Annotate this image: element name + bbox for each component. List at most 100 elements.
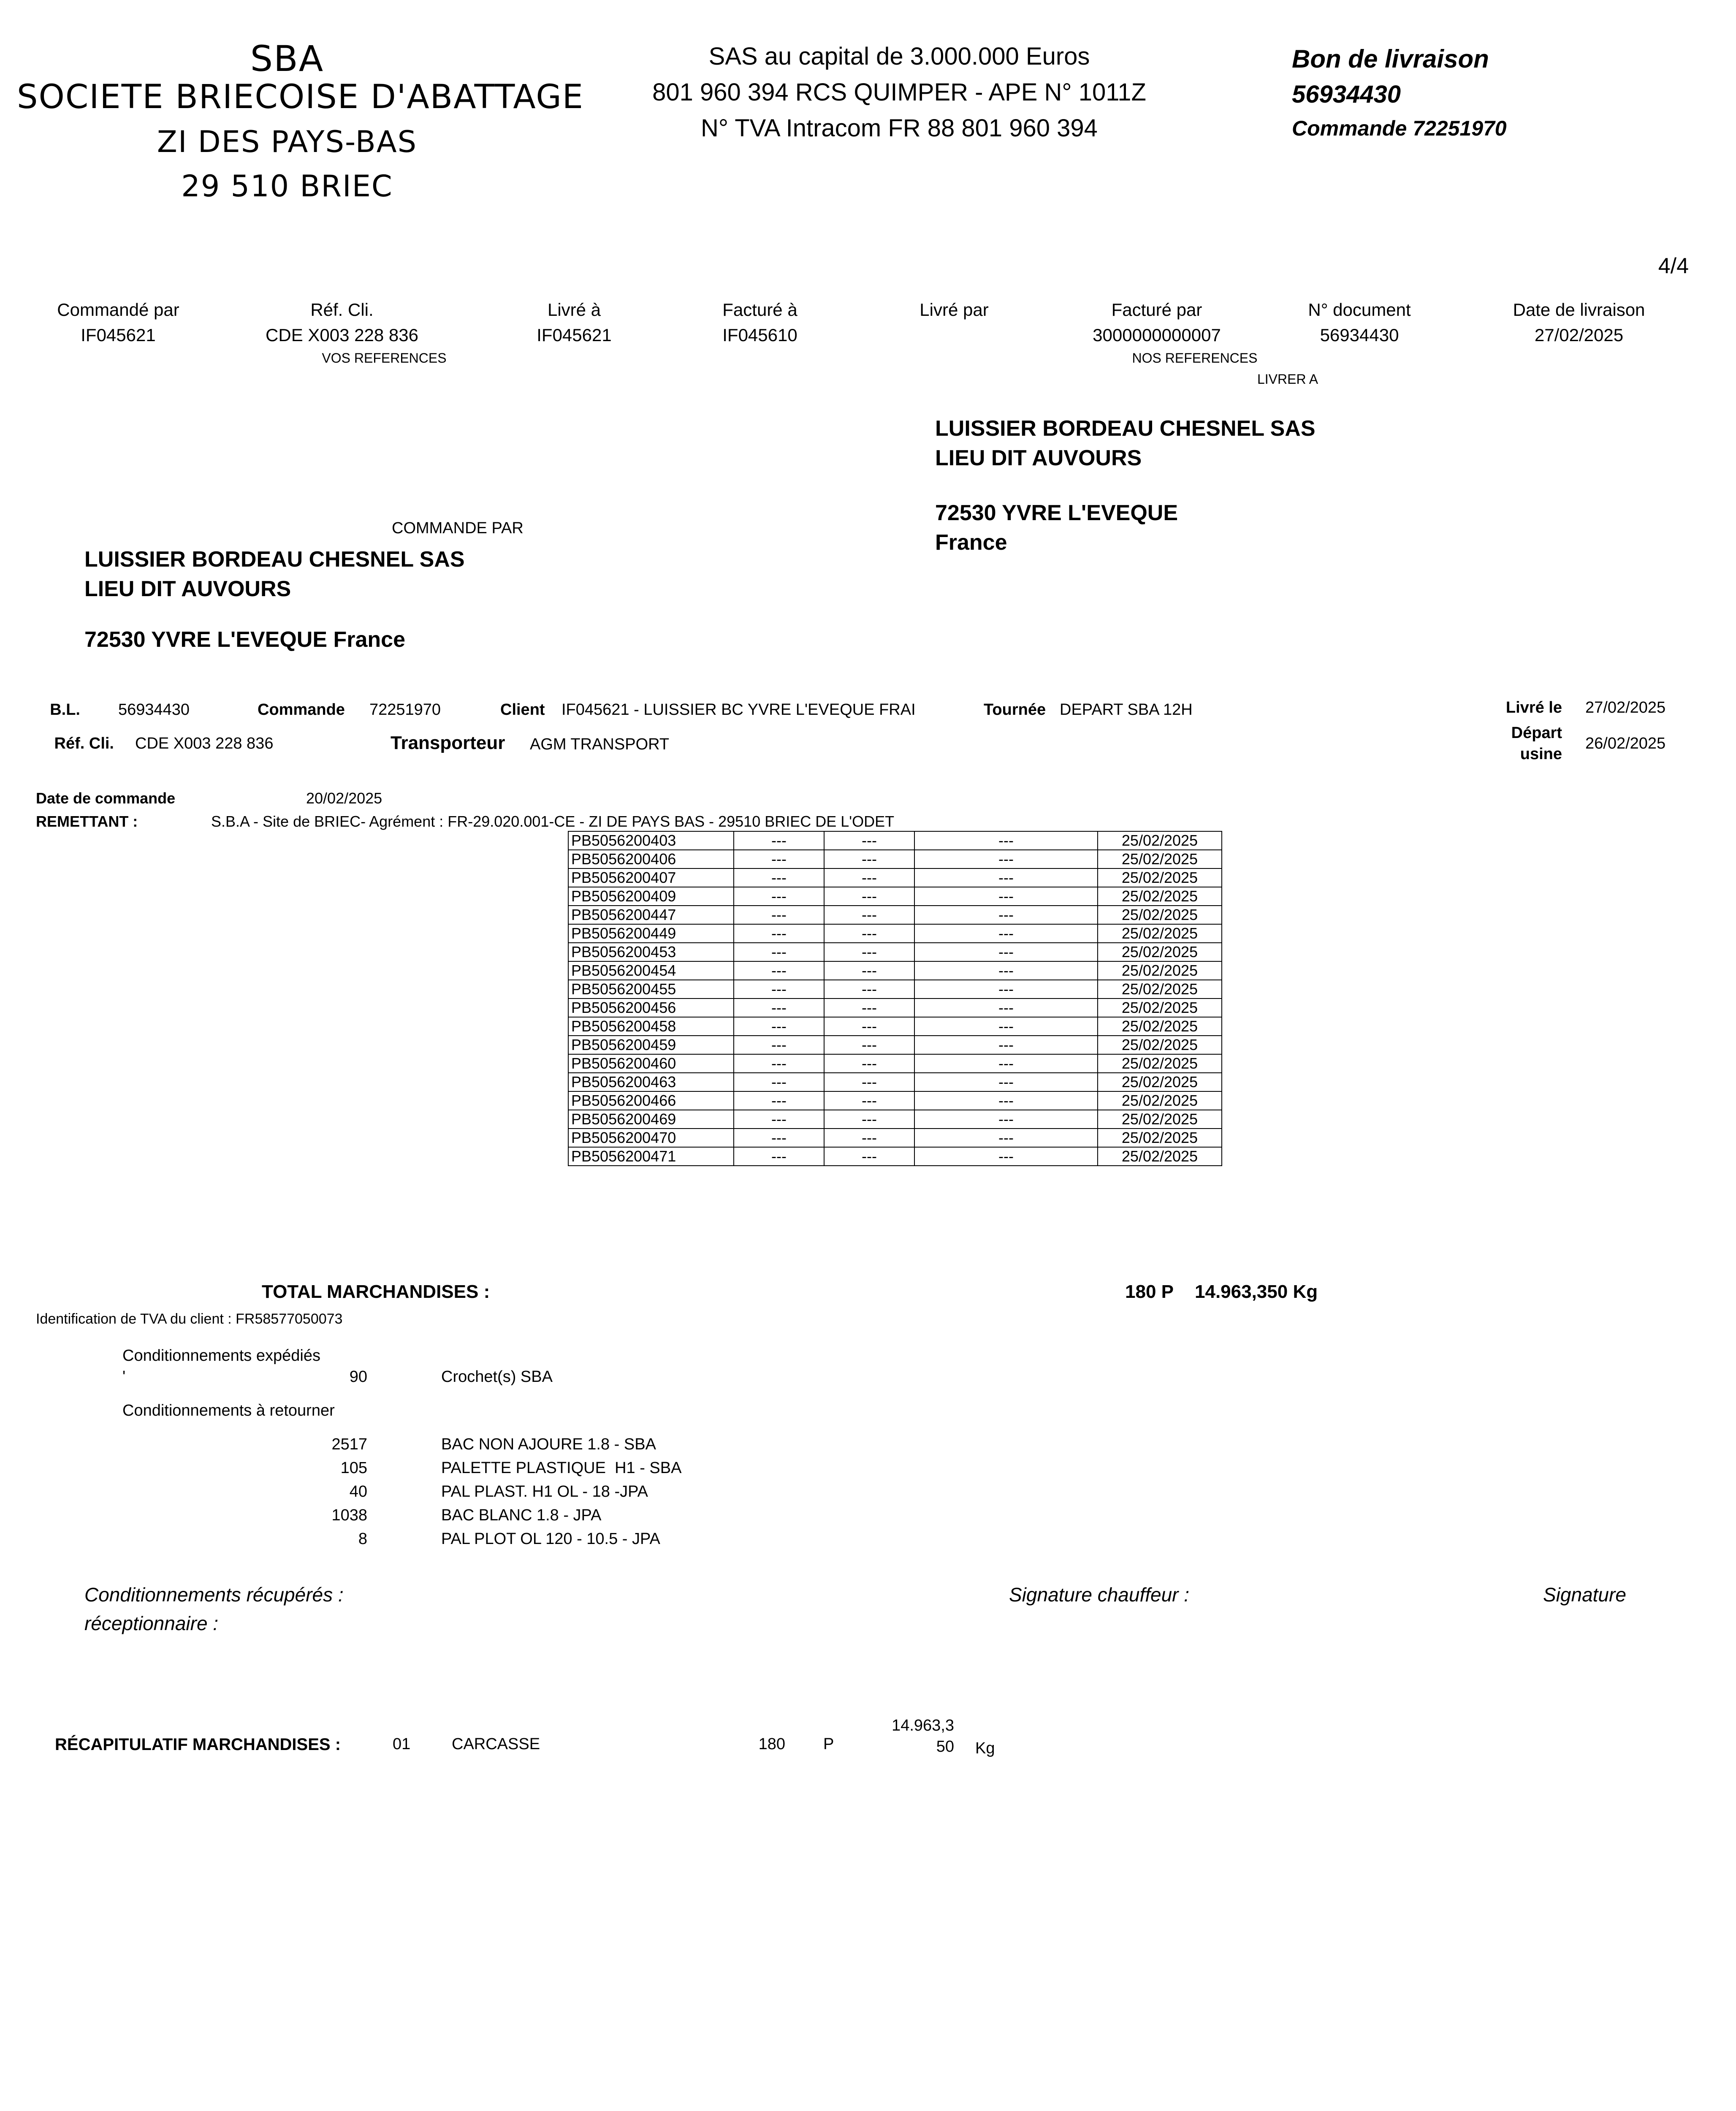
batch-col-2: ---: [824, 905, 915, 925]
batch-col-3: ---: [914, 1072, 1098, 1092]
packaging-shipped-header: Conditionnements expédiés: [122, 1347, 320, 1365]
batch-col-1: ---: [733, 1035, 825, 1055]
batch-date: 25/02/2025: [1097, 868, 1222, 887]
recap-weight-line2: 50: [936, 1738, 954, 1756]
batch-col-2: ---: [824, 924, 915, 943]
batch-col-2: ---: [824, 961, 915, 980]
batch-lot-number: PB5056200403: [568, 831, 734, 850]
batch-col-3: ---: [914, 1110, 1098, 1129]
batch-col-3: ---: [914, 1054, 1098, 1073]
ref-value-commande-par: IF045621: [81, 325, 156, 345]
batch-col-3: ---: [914, 1147, 1098, 1166]
signature-receiver-label[interactable]: Signature: [1543, 1584, 1626, 1606]
table-row: PB5056200455 --- --- --- 25/02/2025: [568, 980, 1222, 999]
ship-to-address: LIEU DIT AUVOURS: [935, 446, 1142, 470]
packaging-return-label-0: BAC NON AJOURE 1.8 - SBA: [441, 1435, 656, 1453]
batch-date: 25/02/2025: [1097, 887, 1222, 906]
batch-col-3: ---: [914, 1128, 1098, 1148]
table-row: PB5056200409 --- --- --- 25/02/2025: [568, 887, 1222, 906]
client-value: IF045621 - LUISSIER BC YVRE L'EVEQUE FRA…: [561, 701, 916, 719]
ref-value-ref-cli: CDE X003 228 836: [266, 325, 418, 345]
tva-identification-line: Identification de TVA du client : FR5857…: [36, 1311, 343, 1327]
batch-col-3: ---: [914, 905, 1098, 925]
batch-col-1: ---: [733, 998, 825, 1018]
batch-date: 25/02/2025: [1097, 1072, 1222, 1092]
table-row: PB5056200407 --- --- --- 25/02/2025: [568, 868, 1222, 887]
batch-col-1: ---: [733, 1128, 825, 1148]
packaging-return-header: Conditionnements à retourner: [122, 1402, 335, 1419]
recap-label: RÉCAPITULATIF MARCHANDISES :: [55, 1735, 341, 1754]
batch-col-2: ---: [824, 1147, 915, 1166]
table-row: PB5056200447 --- --- --- 25/02/2025: [568, 905, 1222, 925]
batch-lot-number: PB5056200466: [568, 1091, 734, 1110]
depart-usine-label-line2: usine: [1520, 745, 1562, 763]
company-address-line: ZI DES PAYS-BAS: [157, 125, 418, 159]
batch-date: 25/02/2025: [1097, 1017, 1222, 1036]
signature-driver-label[interactable]: Signature chauffeur :: [1009, 1584, 1190, 1606]
batch-col-3: ---: [914, 1035, 1098, 1055]
note-livrer-a: LIVRER A: [1257, 372, 1318, 387]
recap-description: CARCASSE: [452, 1735, 540, 1753]
batch-date: 25/02/2025: [1097, 849, 1222, 869]
packaging-return-qty-4: 8: [358, 1530, 367, 1548]
table-row: PB5056200469 --- --- --- 25/02/2025: [568, 1110, 1222, 1129]
company-city-line: 29 510 BRIEC: [181, 169, 393, 204]
batch-col-2: ---: [824, 887, 915, 906]
batch-col-3: ---: [914, 887, 1098, 906]
signature-recovered-packaging-label-line1[interactable]: Conditionnements récupérés :: [84, 1584, 344, 1606]
depart-usine-label-line1: Départ: [1511, 724, 1562, 742]
batch-date: 25/02/2025: [1097, 998, 1222, 1018]
batch-col-2: ---: [824, 998, 915, 1018]
legal-rcs-line: 801 960 394 RCS QUIMPER - APE N° 1011Z: [652, 79, 1146, 106]
ref-header-n-document: N° document: [1308, 300, 1411, 320]
ref-header-commande-par: Commandé par: [57, 300, 179, 320]
batch-col-1: ---: [733, 831, 825, 850]
livre-le-value: 27/02/2025: [1585, 699, 1666, 716]
batch-col-2: ---: [824, 942, 915, 962]
ship-to-name: LUISSIER BORDEAU CHESNEL SAS: [935, 416, 1316, 441]
packaging-apostrophe-artifact: ': [122, 1368, 126, 1386]
batch-table-body: PB5056200403 --- --- --- 25/02/2025 PB5056200…: [568, 831, 1222, 1166]
batch-col-1: ---: [733, 961, 825, 980]
ref-header-facture-a: Facturé à: [722, 300, 797, 320]
batch-col-2: ---: [824, 849, 915, 869]
batch-col-2: ---: [824, 1017, 915, 1036]
batch-lot-number: PB5056200463: [568, 1072, 734, 1092]
batch-col-3: ---: [914, 1091, 1098, 1110]
total-pieces: 180 P: [1125, 1281, 1174, 1302]
date-commande-value: 20/02/2025: [306, 790, 382, 807]
commande-label: Commande: [258, 701, 345, 719]
batch-col-3: ---: [914, 849, 1098, 869]
batch-lot-number: PB5056200458: [568, 1017, 734, 1036]
document-order-reference: Commande 72251970: [1292, 117, 1507, 140]
batch-col-2: ---: [824, 1091, 915, 1110]
batch-col-1: ---: [733, 1017, 825, 1036]
document-number: 56934430: [1292, 81, 1401, 108]
batch-lot-number: PB5056200447: [568, 905, 734, 925]
page-number: 4/4: [1658, 254, 1689, 278]
batch-col-1: ---: [733, 1110, 825, 1129]
depart-usine-value: 26/02/2025: [1585, 735, 1666, 752]
ref-value-facture-par: 3000000000007: [1093, 325, 1221, 345]
batch-col-3: ---: [914, 942, 1098, 962]
ref-cli-label: Réf. Cli.: [54, 735, 114, 752]
batch-col-2: ---: [824, 980, 915, 999]
batch-col-2: ---: [824, 1035, 915, 1055]
batch-col-1: ---: [733, 1054, 825, 1073]
recap-quantity: 180: [758, 1735, 785, 1753]
batch-col-2: ---: [824, 1054, 915, 1073]
company-name: SOCIETE BRIECOISE D'ABATTAGE: [17, 78, 584, 116]
table-row: PB5056200466 --- --- --- 25/02/2025: [568, 1091, 1222, 1110]
packaging-return-qty-1: 105: [340, 1459, 367, 1477]
signature-recovered-packaging-label-line2[interactable]: réceptionnaire :: [84, 1612, 219, 1634]
table-row: PB5056200458 --- --- --- 25/02/2025: [568, 1017, 1222, 1036]
batch-date: 25/02/2025: [1097, 1128, 1222, 1148]
document-title: Bon de livraison: [1292, 45, 1489, 73]
ship-to-postal-city: 72530 YVRE L'EVEQUE: [935, 501, 1178, 525]
batch-lot-number: PB5056200469: [568, 1110, 734, 1129]
batch-lot-number: PB5056200456: [568, 998, 734, 1018]
table-row: PB5056200453 --- --- --- 25/02/2025: [568, 942, 1222, 962]
table-row: PB5056200449 --- --- --- 25/02/2025: [568, 924, 1222, 943]
ref-header-date-livraison: Date de livraison: [1513, 300, 1645, 320]
